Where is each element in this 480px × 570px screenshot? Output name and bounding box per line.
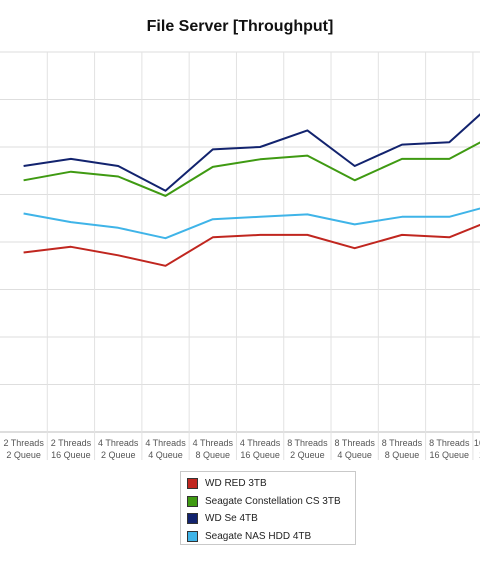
x-tick-label: 8 Threads 16 Queue	[429, 438, 470, 460]
series-lines	[23, 113, 480, 267]
x-tick-label: 2 Threads 16 Queue	[51, 438, 92, 460]
x-tick-label: 4 Threads 4 Queue	[145, 438, 186, 460]
legend-label: WD Se 4TB	[205, 513, 258, 525]
x-tick-label: 2 Threads 2 Queue	[3, 438, 44, 460]
x-tick-label: 4 Threads 2 Queue	[98, 438, 139, 460]
legend-swatch	[187, 530, 198, 542]
legend-swatch	[187, 478, 198, 490]
x-tick-labels: 2 Threads 2 Queue 2 Threads 16 Queue 4 Threa…	[3, 438, 480, 460]
legend-swatch	[187, 495, 198, 507]
series-line-seagate-constellation-cs-3tb	[23, 141, 480, 197]
chart-title: File Server [Throughput]	[146, 18, 334, 35]
legend-item: WD RED 3TB	[187, 475, 355, 493]
legend-item: Seagate NAS HDD 4TB	[187, 528, 355, 546]
legend-item: Seagate Constellation CS 3TB	[187, 493, 355, 511]
legend-item: WD Se 4TB	[187, 510, 355, 528]
x-tick-label: 4 Threads 8 Queue	[193, 438, 234, 460]
legend-label: Seagate NAS HDD 4TB	[205, 530, 312, 542]
x-tick-label: 8 Threads 8 Queue	[382, 438, 423, 460]
x-tick-label: 4 Threads 16 Queue	[240, 438, 281, 460]
legend: WD RED 3TB Seagate Constellation CS 3TB WD…	[180, 471, 356, 545]
grid-lines	[0, 51, 480, 460]
x-tick-label: 8 Threads 4 Queue	[335, 438, 376, 460]
x-tick-label: 8 Threads 2 Queue	[287, 438, 328, 460]
series-line-seagate-nas-hdd-4tb	[23, 207, 480, 240]
legend-swatch	[187, 513, 198, 525]
legend-label: WD RED 3TB	[205, 478, 267, 490]
series-line-wd-red-3tb	[23, 223, 480, 267]
legend-label: Seagate Constellation CS 3TB	[205, 495, 341, 507]
series-line-wd-se-4tb	[23, 113, 480, 192]
